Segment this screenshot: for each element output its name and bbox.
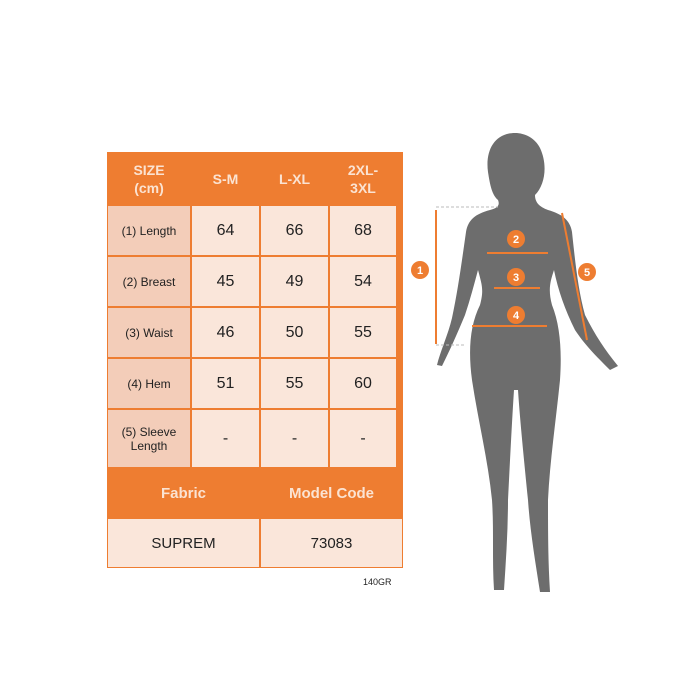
row-value: 50 (261, 308, 328, 357)
row-value: 55 (261, 359, 328, 408)
marker-1: 1 (417, 265, 423, 277)
row-value: 60 (330, 359, 396, 408)
footer-header: Fabric Model Code (107, 468, 403, 518)
row-label: (5) Sleeve Length (108, 410, 190, 467)
size-table: SIZE (cm) S-M L-XL 2XL- 3XL (1) Length 64… (107, 152, 403, 568)
row-label: (1) Length (108, 206, 190, 255)
footer-values: SUPREM 73083 (107, 518, 403, 568)
marker-5: 5 (584, 267, 590, 279)
model-code-header: Model Code (289, 484, 374, 502)
marker-3: 3 (513, 272, 519, 284)
row-value: 66 (261, 206, 328, 255)
fabric-value: SUPREM (108, 519, 259, 567)
row-value: 51 (192, 359, 259, 408)
row-value: - (330, 410, 396, 467)
fabric-weight-note: 140GR (363, 577, 392, 587)
row-value: 49 (261, 257, 328, 306)
model-code-value: 73083 (261, 519, 402, 567)
marker-2: 2 (513, 234, 519, 246)
table-row: (5) Sleeve Length - - - (107, 409, 403, 468)
table-header: SIZE (cm) S-M L-XL 2XL- 3XL (107, 152, 403, 205)
row-value: - (261, 410, 328, 467)
row-label: (2) Breast (108, 257, 190, 306)
silhouette (437, 133, 618, 592)
row-label: (3) Waist (108, 308, 190, 357)
table-row: (2) Breast 45 49 54 (107, 256, 403, 307)
row-value: 55 (330, 308, 396, 357)
row-value: 46 (192, 308, 259, 357)
header-l-xl: L-XL (278, 170, 311, 187)
row-value: 54 (330, 257, 396, 306)
row-value: 64 (192, 206, 259, 255)
header-s-m: S-M (212, 170, 239, 187)
header-2xl-3xl: 2XL- 3XL (347, 161, 379, 196)
row-label: (4) Hem (108, 359, 190, 408)
fabric-header: Fabric (160, 484, 206, 502)
row-value: - (192, 410, 259, 467)
table-row: (1) Length 64 66 68 (107, 205, 403, 256)
marker-4: 4 (513, 310, 520, 322)
table-row: (3) Waist 46 50 55 (107, 307, 403, 358)
table-row: (4) Hem 51 55 60 (107, 358, 403, 409)
row-value: 45 (192, 257, 259, 306)
header-size: SIZE (cm) (133, 161, 165, 196)
row-value: 68 (330, 206, 396, 255)
